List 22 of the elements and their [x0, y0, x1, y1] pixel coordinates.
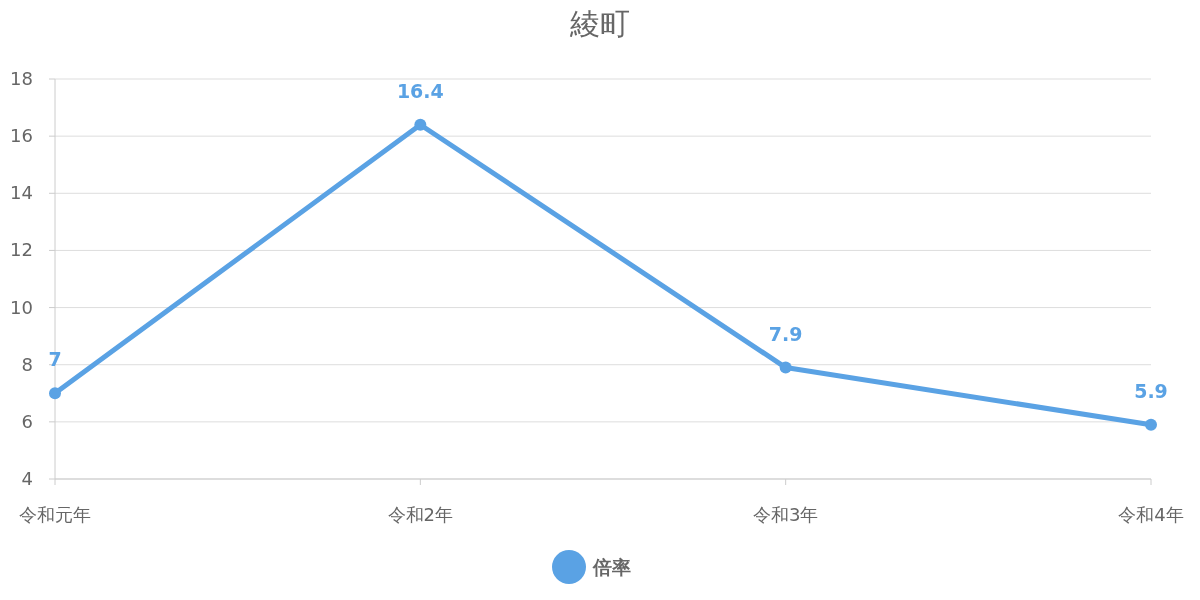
- point: [1145, 418, 1157, 431]
- y-tick-label: 8: [21, 353, 33, 375]
- y-tick-label: 14: [10, 182, 33, 204]
- y-tick-label: 18: [10, 68, 33, 89]
- x-tick-label: 令和3年: [752, 504, 819, 525]
- point: [414, 118, 427, 131]
- y-tick-label: 4: [21, 468, 33, 489]
- y-tick-label: 12: [10, 239, 33, 261]
- data-label: 16.4: [396, 79, 444, 102]
- point: [49, 387, 61, 400]
- x-tick-label: 令和2年: [387, 504, 454, 525]
- data-label: 5.9: [1134, 379, 1168, 402]
- y-tick-label: 6: [21, 410, 33, 432]
- point: [779, 361, 792, 374]
- x-tick-label: 令和4年: [1118, 504, 1184, 525]
- data-label: 7.9: [768, 322, 803, 345]
- chart-title: 綾町: [569, 6, 630, 41]
- legend-label: 倍率: [592, 556, 631, 578]
- x-tick-label: 令和元年: [19, 504, 91, 525]
- y-tick-label: 10: [10, 296, 33, 318]
- data-label: 7: [48, 348, 62, 371]
- y-tick-label: 16: [10, 125, 33, 147]
